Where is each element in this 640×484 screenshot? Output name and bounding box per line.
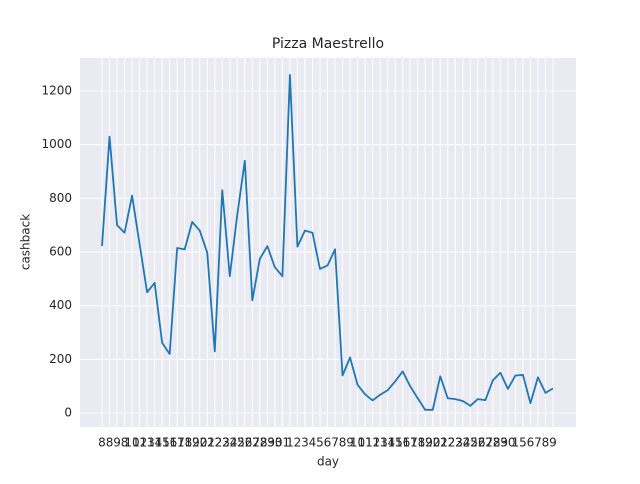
- x-tick-label: 28: [485, 436, 500, 450]
- x-tick-label: 20: [425, 436, 440, 450]
- x-tick-label: 8: [98, 436, 106, 450]
- x-tick-label: 26: [470, 436, 485, 450]
- y-tick-label: 200: [49, 352, 72, 366]
- x-tick-label: 8: [339, 436, 347, 450]
- x-tick-label: 18: [177, 436, 192, 450]
- x-tick-label: 26: [237, 436, 252, 450]
- x-tick-label: 15: [154, 436, 169, 450]
- x-tick-label: 25: [463, 436, 478, 450]
- x-tick-label: 29: [260, 436, 275, 450]
- x-tick-label: 7: [534, 436, 542, 450]
- x-tick-label: 31: [275, 436, 290, 450]
- x-axis-label: day: [317, 455, 339, 469]
- x-tick-label: 10: [350, 436, 365, 450]
- x-tick-label: 22: [207, 436, 222, 450]
- x-tick-label: 8: [121, 436, 129, 450]
- x-tick-label: 18: [410, 436, 425, 450]
- x-tick-label: 8: [542, 436, 550, 450]
- x-tick-label: 20: [192, 436, 207, 450]
- x-tick-label: 6: [527, 436, 535, 450]
- x-tick-label: 1: [286, 436, 294, 450]
- x-tick-label: 5: [316, 436, 324, 450]
- x-tick-label: 17: [403, 436, 418, 450]
- x-tick-label: 27: [245, 436, 260, 450]
- x-tick-label: 9: [549, 436, 557, 450]
- x-tick-label: 12: [132, 436, 147, 450]
- y-tick-label: 400: [49, 298, 72, 312]
- x-tick-label: 28: [252, 436, 267, 450]
- x-tick-label: 7: [331, 436, 339, 450]
- x-tick-label: 22: [440, 436, 455, 450]
- x-tick-label: 13: [139, 436, 154, 450]
- x-tick-label: 1: [512, 436, 520, 450]
- x-tick-label: 23: [215, 436, 230, 450]
- x-tick-label: 14: [380, 436, 395, 450]
- x-tick-label: 9: [113, 436, 121, 450]
- x-tick-label: 30: [500, 436, 515, 450]
- x-tick-label: 21: [433, 436, 448, 450]
- x-tick-label: 12: [365, 436, 380, 450]
- x-tick-label: 10: [124, 436, 139, 450]
- x-tick-label: 30: [267, 436, 282, 450]
- x-tick-label: 16: [395, 436, 410, 450]
- x-tick-label: 24: [222, 436, 237, 450]
- x-tick-label: 4: [309, 436, 317, 450]
- chart-title: Pizza Maestrello: [272, 36, 384, 52]
- x-tick-label: 13: [372, 436, 387, 450]
- x-tick-label: 8: [106, 436, 114, 450]
- x-tick-label: 16: [162, 436, 177, 450]
- x-tick-label: 19: [418, 436, 433, 450]
- x-tick-label: 3: [301, 436, 309, 450]
- x-tick-label: 14: [147, 436, 162, 450]
- x-tick-label: 6: [324, 436, 332, 450]
- y-axis-label: cashback: [19, 214, 33, 270]
- x-tick-label: 21: [200, 436, 215, 450]
- x-tick-label: 11: [357, 436, 372, 450]
- x-tick-label: 19: [185, 436, 200, 450]
- y-tick-label: 0: [64, 406, 72, 420]
- x-tick-label: 17: [170, 436, 185, 450]
- y-tick-label: 1000: [41, 137, 72, 151]
- x-tick-label: 9: [346, 436, 354, 450]
- x-tick-label: 5: [519, 436, 527, 450]
- y-tick-label: 1200: [41, 84, 72, 98]
- x-tick-label: 25: [230, 436, 245, 450]
- line: [101, 74, 554, 411]
- x-tick-label: 24: [455, 436, 470, 450]
- y-tick-label: 600: [49, 245, 72, 259]
- x-tick-label: 15: [388, 436, 403, 450]
- x-tick-label: 29: [493, 436, 508, 450]
- x-tick-label: 2: [294, 436, 302, 450]
- x-tick-label: 23: [448, 436, 463, 450]
- y-tick-label: 800: [49, 191, 72, 205]
- x-tick-label: 27: [478, 436, 493, 450]
